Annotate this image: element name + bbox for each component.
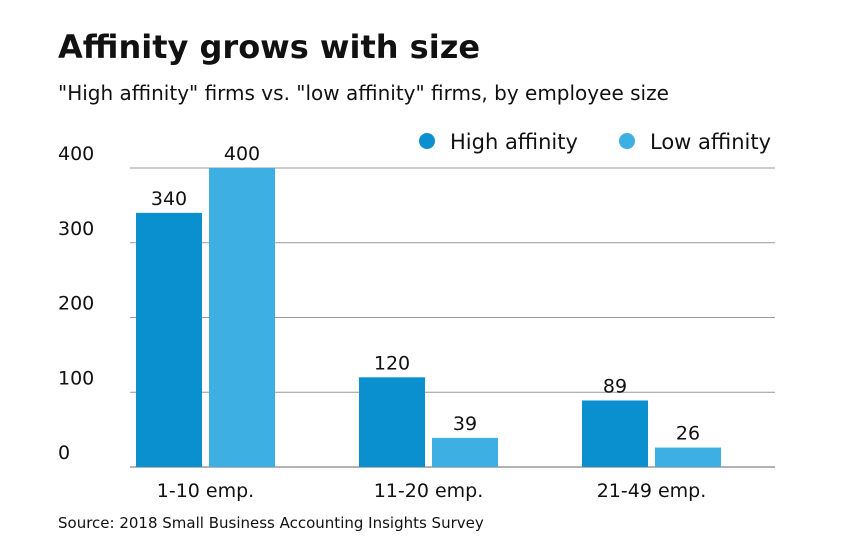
bar — [655, 447, 721, 467]
value-label: 340 — [151, 188, 187, 210]
legend-marker — [619, 133, 635, 149]
bar — [209, 168, 275, 467]
chart-title: Affinity grows with size — [58, 28, 480, 66]
y-tick-label: 100 — [58, 367, 94, 389]
bar — [432, 437, 498, 467]
bar — [582, 400, 648, 467]
legend-label: Low affinity — [650, 130, 771, 154]
y-tick-label: 300 — [58, 218, 94, 240]
source: Source: 2018 Small Business Accounting I… — [58, 514, 484, 532]
legend-marker — [419, 133, 435, 149]
value-label: 39 — [453, 413, 477, 435]
bar — [359, 377, 425, 467]
legend-label: High affinity — [450, 130, 578, 154]
y-tick-label: 400 — [58, 143, 94, 165]
value-label: 400 — [224, 143, 260, 165]
chart-subtitle: "High affinity" firms vs. "low affinity"… — [58, 81, 669, 105]
x-tick-label: 21-49 emp. — [597, 480, 707, 502]
x-tick-label: 11-20 emp. — [374, 480, 484, 502]
value-label: 120 — [374, 352, 410, 374]
y-tick-label: 0 — [58, 442, 70, 464]
bar — [136, 212, 202, 467]
value-label: 26 — [676, 423, 700, 445]
value-label: 89 — [603, 375, 627, 397]
y-tick-label: 200 — [58, 293, 94, 315]
x-tick-label: 1-10 emp. — [157, 480, 254, 502]
